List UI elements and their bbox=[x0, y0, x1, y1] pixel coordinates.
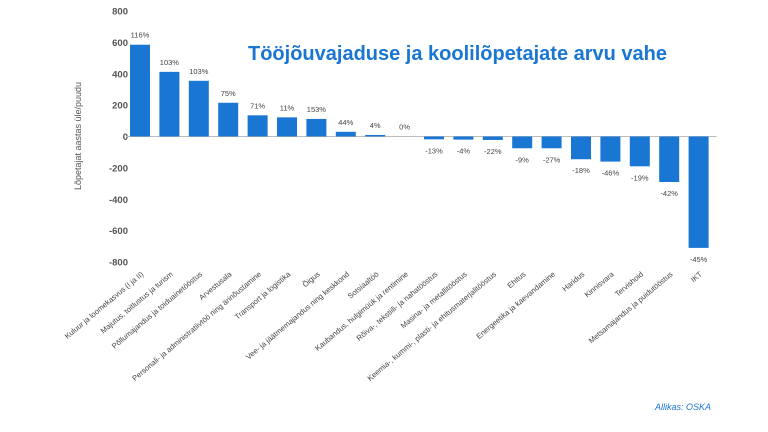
bar bbox=[629, 136, 650, 167]
data-label: 71% bbox=[250, 101, 265, 110]
data-label: 153% bbox=[307, 105, 327, 114]
bar bbox=[424, 136, 444, 140]
data-label: 75% bbox=[221, 89, 236, 98]
data-label: -45% bbox=[690, 255, 708, 264]
bar bbox=[188, 80, 209, 137]
bar bbox=[277, 117, 297, 137]
data-label: 11% bbox=[280, 103, 295, 112]
data-label: -42% bbox=[660, 189, 678, 198]
bar bbox=[365, 134, 386, 137]
data-label: -46% bbox=[602, 169, 620, 178]
data-label: -22% bbox=[484, 147, 502, 156]
bar bbox=[600, 136, 621, 162]
bar bbox=[688, 136, 709, 248]
y-tick-label: 200 bbox=[112, 101, 128, 112]
data-label: -19% bbox=[631, 173, 649, 182]
bar bbox=[218, 102, 239, 137]
x-tick-label: Vee- ja jäätmemajandus ning keskkond bbox=[244, 270, 351, 362]
bar bbox=[541, 136, 562, 149]
y-tick-label: -600 bbox=[109, 226, 128, 237]
data-label: -18% bbox=[572, 166, 590, 175]
bar bbox=[247, 115, 268, 137]
bar bbox=[130, 44, 150, 137]
x-axis: Kuluur ja loomekasvus (I ja II)Majutus, … bbox=[63, 269, 704, 383]
bar bbox=[512, 136, 533, 149]
data-label: 4% bbox=[370, 121, 381, 130]
source-note: Allikas: OSKA bbox=[655, 402, 712, 412]
y-tick-label: 800 bbox=[112, 7, 128, 18]
x-tick-label: Haridus bbox=[560, 270, 586, 294]
y-tick-label: -400 bbox=[109, 195, 128, 206]
bar bbox=[659, 136, 680, 182]
data-label: -4% bbox=[457, 147, 471, 156]
y-tick-label: 400 bbox=[112, 69, 128, 80]
bar bbox=[306, 118, 327, 137]
bar bbox=[335, 131, 356, 137]
chart-title: Tööjõuvajaduse ja koolilõpetajate arvu v… bbox=[248, 43, 668, 65]
bar bbox=[453, 136, 474, 140]
x-tick-label: Transport ja logistika bbox=[233, 269, 293, 321]
data-label: -13% bbox=[425, 146, 443, 155]
bar-series bbox=[130, 44, 709, 248]
y-tick-label: -800 bbox=[109, 258, 128, 269]
data-label: 103% bbox=[189, 67, 209, 76]
y-tick-label: -200 bbox=[109, 163, 128, 174]
data-label: 44% bbox=[338, 118, 353, 127]
data-label: -27% bbox=[543, 155, 561, 164]
x-tick-label: Õigus bbox=[301, 270, 322, 290]
x-tick-label: IKT bbox=[689, 269, 704, 284]
bar bbox=[159, 71, 180, 137]
y-axis: 800 600 400 200 0 -200 -400 -600 -800 bbox=[109, 7, 128, 269]
data-label: 116% bbox=[131, 31, 150, 40]
bar bbox=[571, 136, 591, 160]
y-tick-label: 0 bbox=[123, 132, 128, 143]
data-labels: 116% 103% 103% 75% 71% 11% 153% 44% 4% 0% -13% -4% -… bbox=[131, 31, 708, 264]
data-label: 103% bbox=[160, 58, 180, 67]
x-tick-label: Kinnisvara bbox=[583, 269, 617, 299]
data-label: -9% bbox=[516, 155, 530, 164]
bar bbox=[482, 136, 503, 140]
data-label: 0% bbox=[399, 123, 410, 132]
y-tick-label: 600 bbox=[112, 38, 128, 49]
y-axis-label: Lõpetajat aastas üle/puudu bbox=[73, 82, 83, 190]
x-tick-label: Ehitus bbox=[506, 270, 528, 291]
